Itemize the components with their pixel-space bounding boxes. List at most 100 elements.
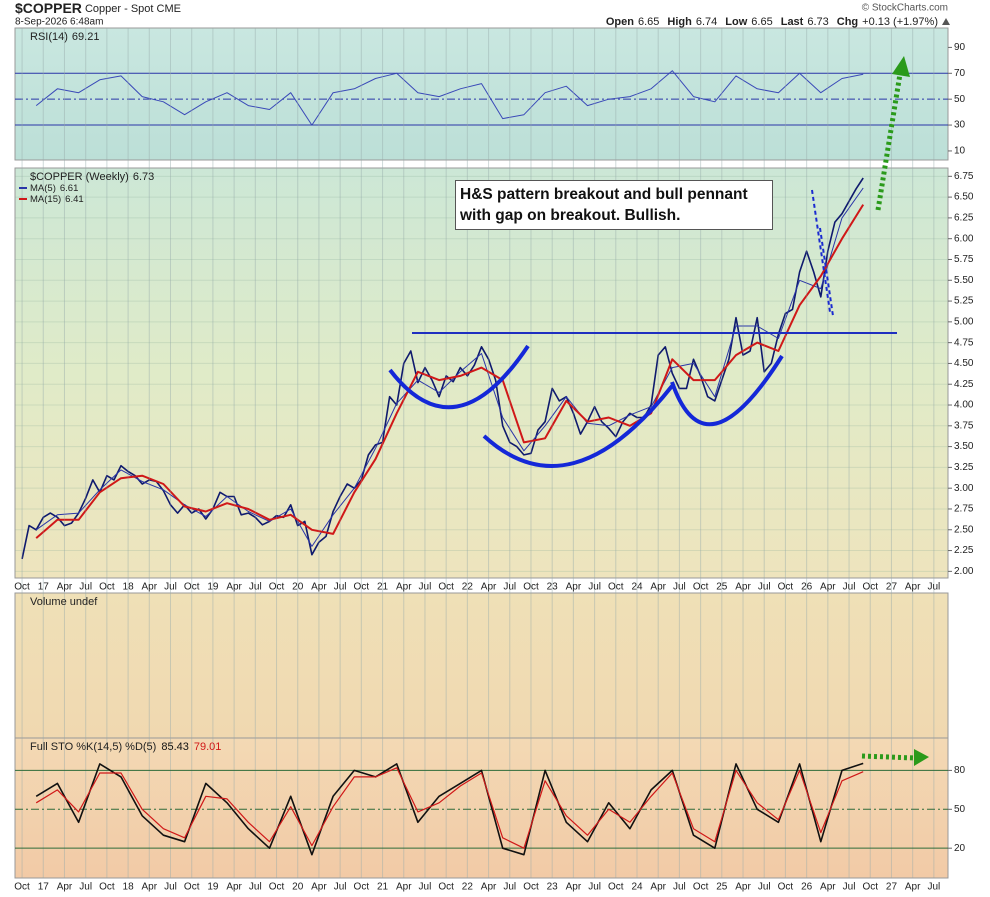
x-tick-label: Oct bbox=[693, 882, 709, 893]
x-tick-label: Jul bbox=[673, 882, 686, 893]
x-tick-label: Apr bbox=[650, 882, 666, 893]
legend-name: MA(5) bbox=[30, 183, 56, 194]
y-tick-label: 6.25 bbox=[954, 213, 974, 224]
x-tick-label: Jul bbox=[588, 882, 601, 893]
sto-arrow-head bbox=[914, 749, 929, 766]
x-tick-label: 18 bbox=[123, 582, 135, 593]
x-tick-label: 24 bbox=[631, 582, 643, 593]
head-arc bbox=[482, 384, 674, 468]
x-tick-label: Jul bbox=[758, 582, 771, 593]
legend-title: Full STO %K(14,5) %D(5) bbox=[30, 741, 156, 753]
x-tick-label: Apr bbox=[142, 582, 158, 593]
x-tick-label: Oct bbox=[523, 882, 539, 893]
rsi-panel bbox=[14, 27, 949, 161]
legend-name: RSI(14) bbox=[30, 31, 68, 43]
x-tick-label: Oct bbox=[778, 582, 794, 593]
y-tick-label: 20 bbox=[954, 843, 966, 854]
exchange: CME bbox=[157, 3, 181, 15]
arrow-shaft bbox=[875, 73, 903, 211]
header-line: $COPPER Copper - Spot CME bbox=[15, 0, 181, 16]
x-tick-label: Jul bbox=[164, 882, 177, 893]
marks bbox=[15, 28, 948, 878]
x-tick-label: Apr bbox=[142, 882, 158, 893]
series-line bbox=[35, 767, 864, 849]
x-tick-label: Jul bbox=[927, 882, 940, 893]
quote: Open 6.65 High 6.74 Low 6.65 Last 6.73 Chg +0.13 … bbox=[606, 16, 938, 28]
x-tick-label: Jul bbox=[758, 882, 771, 893]
quote-value: 6.73 bbox=[807, 16, 828, 28]
pennant bbox=[811, 189, 834, 317]
annotations bbox=[388, 56, 929, 766]
y-tick-label: 70 bbox=[954, 68, 966, 79]
x-tick-label: Apr bbox=[226, 582, 242, 593]
x-tick-label: Oct bbox=[14, 882, 30, 893]
x-tick-label: 21 bbox=[377, 582, 389, 593]
price-panel bbox=[14, 167, 949, 579]
x-tick-label: Jul bbox=[79, 882, 92, 893]
x-tick-label: Jul bbox=[419, 882, 432, 893]
x-tick-label: 25 bbox=[716, 882, 728, 893]
x-tick-label: Oct bbox=[269, 882, 285, 893]
x-tick-label: Jul bbox=[843, 582, 856, 593]
y-tick-label: 4.25 bbox=[954, 379, 974, 390]
x-tick-label: Apr bbox=[820, 882, 836, 893]
x-tick-label: Apr bbox=[650, 582, 666, 593]
x-tick-label: Jul bbox=[79, 582, 92, 593]
series-line bbox=[35, 204, 865, 539]
y-tick-label: 2.75 bbox=[954, 504, 974, 515]
x-tick-label: Oct bbox=[862, 882, 878, 893]
x-tick-label: 24 bbox=[631, 882, 643, 893]
legend-name: $COPPER (Weekly) bbox=[30, 171, 129, 183]
x-tick-label: Jul bbox=[673, 582, 686, 593]
y-tick-label: 3.50 bbox=[954, 441, 974, 452]
x-tick-label: Oct bbox=[523, 582, 539, 593]
annotation-box: H&S pattern breakout and bull pennant wit… bbox=[455, 180, 773, 230]
x-tick-label: 20 bbox=[292, 582, 304, 593]
x-tick-label: 19 bbox=[207, 582, 219, 593]
up-triangle bbox=[942, 18, 950, 25]
right-shoulder-arc bbox=[670, 354, 784, 427]
x-tick-label: 17 bbox=[38, 882, 50, 893]
sto-arrow-shaft bbox=[861, 753, 916, 761]
x-tick-label: Jul bbox=[503, 882, 516, 893]
x-tick-label: Apr bbox=[566, 882, 582, 893]
legend-name: MA(15) bbox=[30, 194, 61, 205]
y-tick-label: 5.50 bbox=[954, 275, 974, 286]
x-tick-label: Oct bbox=[99, 582, 115, 593]
x-tick-label: Oct bbox=[99, 882, 115, 893]
y-tick-label: 3.00 bbox=[954, 483, 974, 494]
x-tick-label: Oct bbox=[184, 582, 200, 593]
quote-label: Chg bbox=[837, 16, 858, 28]
y-tick-label: 50 bbox=[954, 94, 966, 105]
x-tick-label: 21 bbox=[377, 882, 389, 893]
x-tick-label: 22 bbox=[462, 882, 474, 893]
quote-value: 6.65 bbox=[751, 16, 772, 28]
x-tick-label: Apr bbox=[57, 882, 73, 893]
y-tick-label: 50 bbox=[954, 804, 966, 815]
date: 8-Sep-2026 6:48am bbox=[15, 17, 103, 28]
legend-entry: MA(5) 6.61 bbox=[30, 183, 78, 194]
arrow-head bbox=[892, 56, 910, 77]
x-tick-label: Oct bbox=[14, 582, 30, 593]
quote-value: +0.13 (+1.97%) bbox=[862, 16, 938, 28]
legend-entry: $COPPER (Weekly) 6.73 bbox=[30, 171, 154, 183]
quote-label: Last bbox=[781, 16, 804, 28]
x-tick-label: 23 bbox=[547, 582, 559, 593]
x-tick-label: Apr bbox=[905, 882, 921, 893]
x-tick-label: Jul bbox=[843, 882, 856, 893]
y-tick-label: 30 bbox=[954, 120, 966, 131]
x-tick-label: Oct bbox=[778, 882, 794, 893]
header: $COPPER Copper - Spot CME 8-Sep-2026 6:4… bbox=[15, 0, 950, 28]
series-line bbox=[35, 70, 864, 126]
y-tick-label: 10 bbox=[954, 146, 966, 157]
annotation-line: H&S pattern breakout and bull pennant bbox=[460, 186, 748, 203]
x-tick-label: Jul bbox=[334, 882, 347, 893]
y-tick-label: 90 bbox=[954, 42, 966, 53]
legend-value: 85.43 bbox=[161, 741, 189, 753]
x-tick-label: Oct bbox=[693, 582, 709, 593]
panel-title: Volume undef bbox=[30, 596, 98, 608]
x-tick-label: 26 bbox=[801, 882, 813, 893]
x-tick-label: 27 bbox=[886, 882, 898, 893]
x-tick-label: 23 bbox=[547, 882, 559, 893]
